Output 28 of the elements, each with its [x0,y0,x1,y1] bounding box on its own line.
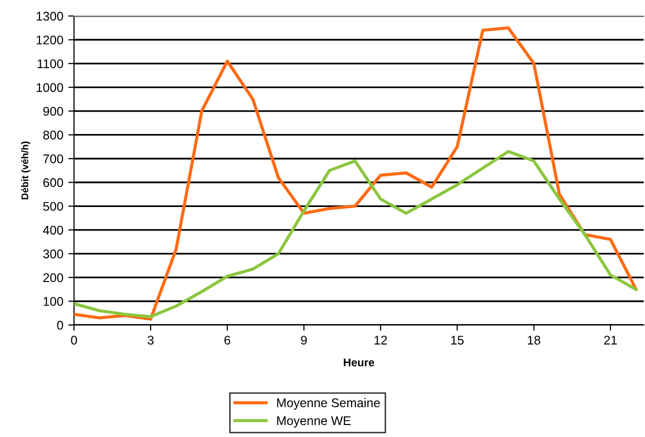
y-tick-label: 600 [43,178,64,188]
y-tick-label: 900 [43,106,64,116]
y-tick-label: 500 [43,202,64,211]
y-tick-label: 1100 [38,59,64,68]
y-tick-label: 300 [43,249,64,258]
x-tick-label: 12 [374,336,387,344]
x-tick-label: 6 [224,336,230,345]
legend-label: Moyenne Semaine [277,398,380,410]
y-axis-title: Débit (véh/h) [21,142,30,200]
line-series [74,26,638,321]
x-tick-label: 18 [528,336,540,345]
y-tick-label: 400 [43,226,64,235]
y-tick-label: 200 [43,273,64,282]
x-tick-label: 21 [604,336,617,344]
y-tick-label: 800 [43,130,64,140]
y-tick-label: 0 [57,320,64,330]
y-tick-label: 1300 [36,12,64,21]
x-tick-label: 3 [148,336,154,345]
x-tick-label: 9 [301,336,307,345]
x-tick-label: 0 [71,336,77,345]
y-tick-label: 1000 [36,83,64,92]
legend-label: Moyenne WE [277,416,351,428]
y-tick-label: 1200 [36,36,64,44]
y-tick-label: 100 [44,297,64,306]
x-axis-title: Heure [344,358,374,366]
y-tick-label: 700 [43,154,64,164]
x-tick-label: 15 [451,336,464,345]
line-series [74,150,638,318]
